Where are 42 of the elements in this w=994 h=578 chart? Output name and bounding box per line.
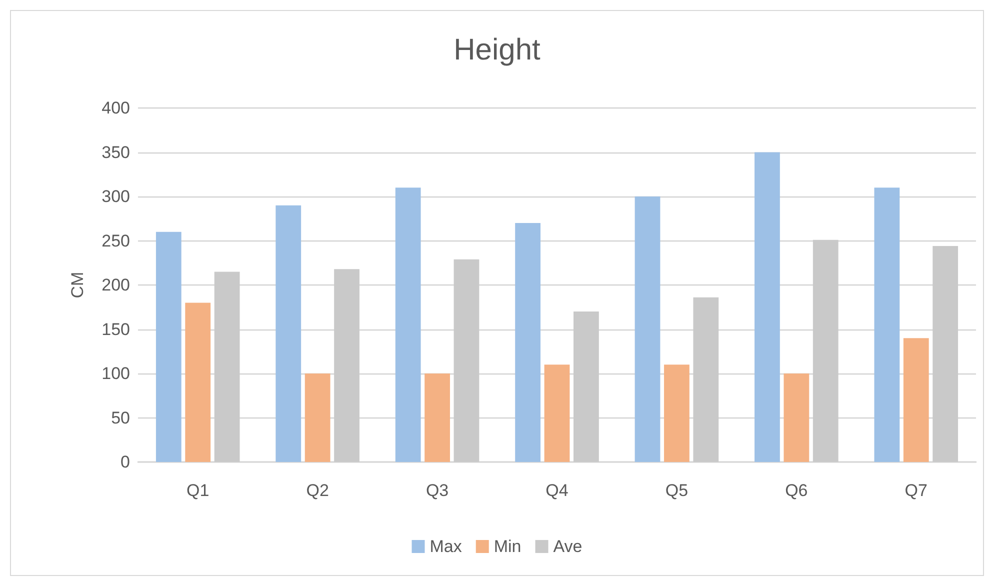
x-tick-label: Q2 <box>306 481 329 500</box>
y-tick-label: 300 <box>102 187 130 206</box>
bar <box>424 374 450 462</box>
bar <box>664 364 690 462</box>
y-tick-label: 150 <box>102 320 130 339</box>
x-tick-label: Q6 <box>785 481 808 500</box>
bar <box>454 259 480 462</box>
bar <box>515 223 540 462</box>
x-tick-label: Q7 <box>904 481 928 500</box>
bar <box>932 246 958 462</box>
y-tick-label: 400 <box>102 98 130 118</box>
bar <box>334 269 360 462</box>
x-tick-label: Q5 <box>665 481 688 500</box>
bar <box>903 338 929 462</box>
bar <box>185 302 211 462</box>
bar <box>812 240 838 462</box>
chart-title: Height <box>454 34 542 66</box>
y-tick-label: 350 <box>102 142 130 162</box>
bar <box>693 297 719 462</box>
bar <box>634 196 660 462</box>
legend-label: Max <box>430 537 462 556</box>
legend-label: Ave <box>553 537 582 556</box>
bar <box>574 312 599 462</box>
y-tick-label: 0 <box>120 452 130 472</box>
bar <box>214 272 240 462</box>
bar <box>874 188 900 462</box>
bar <box>544 364 570 462</box>
x-tick-label: Q3 <box>426 481 449 500</box>
y-axis-title: CM <box>68 272 87 298</box>
y-tick-label: 250 <box>102 231 130 250</box>
bar <box>304 374 330 462</box>
y-tick-label: 100 <box>102 364 130 383</box>
x-tick-label: Q4 <box>546 481 568 500</box>
legend-label: Min <box>494 537 522 556</box>
x-tick-label: Q1 <box>186 481 210 500</box>
bar <box>395 188 421 462</box>
bar <box>784 374 810 462</box>
bar <box>276 205 302 462</box>
y-tick-label: 200 <box>102 276 130 294</box>
y-tick-label: 50 <box>111 408 130 428</box>
bar <box>156 232 182 462</box>
bar <box>754 152 780 462</box>
